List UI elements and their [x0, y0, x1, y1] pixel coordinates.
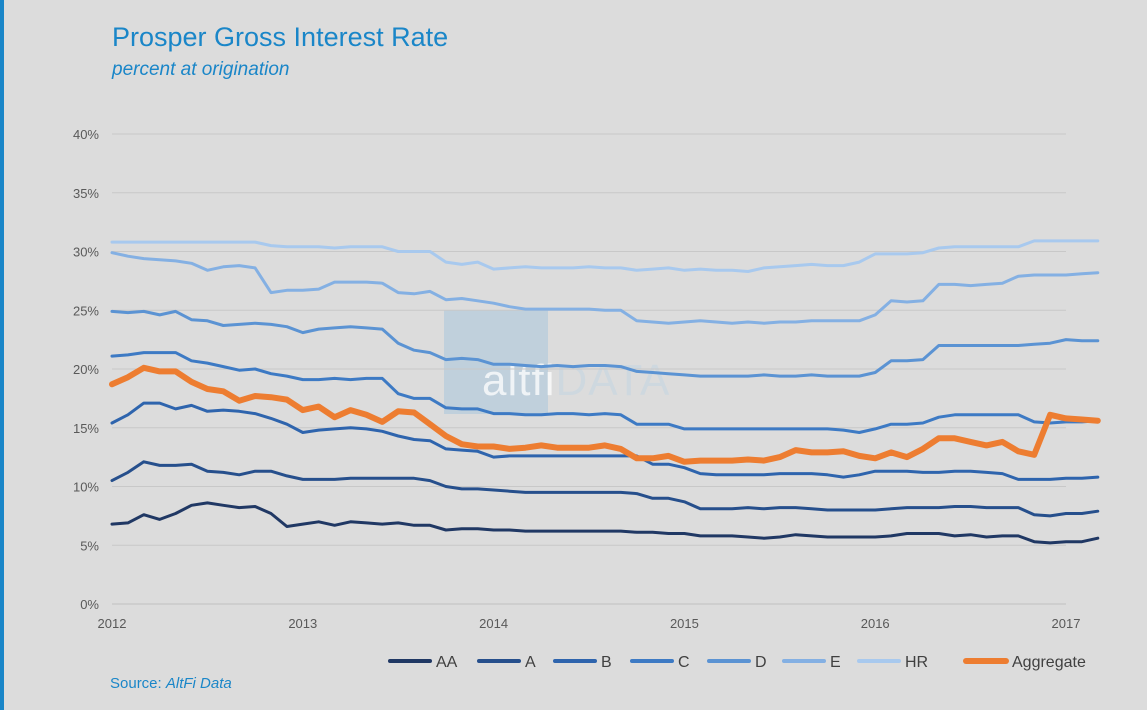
- y-tick-label: 0%: [80, 597, 99, 612]
- x-axis-ticks: 2012 2013 2014 2015 2016 2017: [98, 616, 1081, 631]
- x-tick-label: 2016: [861, 616, 890, 631]
- y-tick-label: 5%: [80, 538, 99, 553]
- legend-label-hr: HR: [905, 654, 928, 671]
- y-tick-label: 35%: [73, 186, 99, 201]
- source-note: Source: AltFi Data: [110, 675, 232, 692]
- source-prefix: Source:: [110, 675, 166, 692]
- legend-label-aa: AA: [436, 654, 458, 671]
- series-line-e: [110, 251, 1100, 325]
- chart-subtitle: percent at origination: [112, 59, 290, 80]
- source-name: AltFi Data: [165, 675, 232, 692]
- legend-label-c: C: [678, 654, 690, 671]
- y-tick-label: 25%: [73, 303, 99, 318]
- x-tick-label: 2017: [1052, 616, 1081, 631]
- x-tick-label: 2015: [670, 616, 699, 631]
- y-tick-label: 15%: [73, 421, 99, 436]
- y-tick-label: 30%: [73, 245, 99, 260]
- x-tick-label: 2012: [98, 616, 127, 631]
- legend-label-aggregate: Aggregate: [1012, 654, 1086, 671]
- gridlines: [112, 133, 1066, 605]
- chart-title: Prosper Gross Interest Rate: [112, 22, 449, 52]
- series-lines: [109, 239, 1101, 545]
- watermark-part2: DATA: [555, 356, 671, 405]
- watermark-logo: altfiDATA: [482, 356, 670, 406]
- y-tick-label: 10%: [73, 480, 99, 495]
- legend-label-b: B: [601, 654, 612, 671]
- series-line-b: [110, 401, 1100, 481]
- legend-label-e: E: [830, 654, 841, 671]
- y-tick-label: 20%: [73, 362, 99, 377]
- series-line-aa: [110, 501, 1100, 545]
- legend-label-d: D: [755, 654, 767, 671]
- series-line-a: [110, 460, 1100, 518]
- series-line-hr: [110, 239, 1100, 273]
- left-accent-bar: [0, 0, 4, 710]
- watermark-logo-box: [444, 310, 548, 414]
- y-axis-ticks: 0% 5% 10% 15% 20% 25% 30% 35% 40%: [73, 127, 99, 612]
- series-line-c: [110, 351, 1100, 434]
- legend-label-a: A: [525, 654, 536, 671]
- series-line-aggregate: [109, 364, 1101, 465]
- series-line-d: [110, 309, 1100, 378]
- x-tick-label: 2013: [288, 616, 317, 631]
- y-tick-label: 40%: [73, 127, 99, 142]
- x-tick-label: 2014: [479, 616, 508, 631]
- legend: AA A B C D E HR Aggregate: [388, 654, 1086, 671]
